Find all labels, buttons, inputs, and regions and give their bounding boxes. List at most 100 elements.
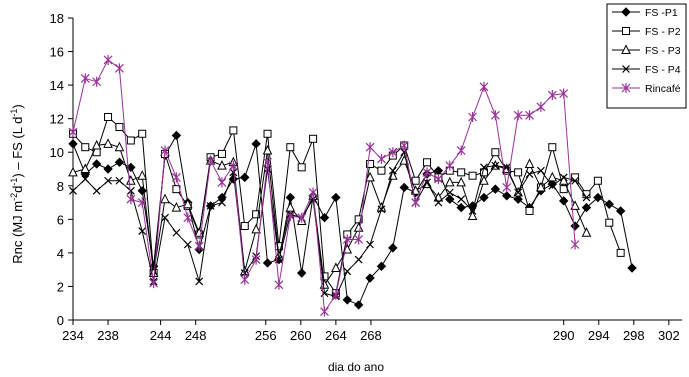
data-point <box>68 139 78 149</box>
data-point <box>126 136 135 145</box>
y-tick-label: 8 <box>57 179 64 194</box>
data-point <box>81 175 90 183</box>
data-point <box>126 175 136 185</box>
data-point <box>456 176 466 187</box>
data-point <box>68 166 78 177</box>
data-point <box>604 199 614 209</box>
data-point <box>92 186 101 195</box>
data-point <box>218 198 226 207</box>
data-point <box>183 240 192 249</box>
legend-label: Rincafé <box>645 83 681 95</box>
data-point <box>480 163 488 172</box>
data-point <box>468 171 477 180</box>
data-point <box>456 145 466 156</box>
data-point <box>570 239 580 250</box>
data-point <box>399 182 409 193</box>
data-point <box>547 171 558 182</box>
data-point <box>115 176 124 185</box>
data-point <box>400 148 409 157</box>
data-point <box>411 197 421 208</box>
legend-item: FS - P2 <box>612 26 681 38</box>
data-point <box>514 168 523 177</box>
data-point <box>274 279 284 290</box>
data-point <box>468 111 477 122</box>
data-point <box>115 123 124 132</box>
legend-marker <box>621 7 631 17</box>
y-tick-label: 0 <box>57 313 64 328</box>
data-point <box>240 274 250 285</box>
data-point <box>160 145 170 156</box>
data-point <box>206 155 215 166</box>
data-point <box>161 213 169 222</box>
data-point <box>331 192 341 203</box>
data-point <box>536 166 545 175</box>
data-point <box>263 165 272 173</box>
data-point <box>263 157 272 168</box>
data-point <box>137 170 148 180</box>
data-point <box>377 205 386 214</box>
data-point <box>445 160 455 171</box>
data-point <box>92 76 102 87</box>
data-point <box>376 261 387 272</box>
data-point <box>479 175 489 185</box>
x-tick-label: 294 <box>588 328 610 343</box>
data-point <box>354 234 364 245</box>
legend-label: FS - P3 <box>645 45 681 57</box>
data-point <box>605 218 614 227</box>
x-tick-label: 248 <box>185 328 207 343</box>
data-point <box>422 167 432 178</box>
data-point <box>433 174 443 185</box>
data-point <box>570 221 580 231</box>
data-point <box>423 158 432 167</box>
data-point <box>353 300 364 310</box>
data-point <box>570 200 580 210</box>
data-point <box>479 81 489 92</box>
data-point <box>171 201 182 212</box>
data-point <box>285 192 296 203</box>
data-point <box>444 176 455 187</box>
data-point <box>69 186 77 195</box>
x-tick-label: 238 <box>97 328 119 343</box>
data-point <box>91 159 102 169</box>
data-point <box>548 181 557 190</box>
x-tick-label: 260 <box>290 328 312 343</box>
legend: FS -P1 FS - P2 FS - P3 FS - P4 Rincafé <box>606 3 687 109</box>
data-point <box>377 166 386 175</box>
data-point <box>490 110 500 121</box>
data-point <box>114 157 125 167</box>
data-point <box>457 168 466 177</box>
legend-marker <box>621 83 631 93</box>
data-point <box>262 258 273 268</box>
data-point <box>536 101 546 112</box>
data-point <box>343 267 352 276</box>
data-point <box>388 147 398 158</box>
data-point <box>388 243 398 253</box>
legend-item: FS - P3 <box>612 44 681 57</box>
data-point <box>491 161 500 170</box>
data-point <box>366 159 375 168</box>
data-point <box>558 196 569 206</box>
y-tick-label: 10 <box>50 145 64 160</box>
legend-label: FS - P4 <box>645 64 681 76</box>
legend-item: FS - P4 <box>612 64 681 76</box>
data-point <box>490 184 501 194</box>
data-point <box>445 194 455 204</box>
x-tick-label: 298 <box>623 328 645 343</box>
data-point <box>342 234 352 245</box>
data-point <box>354 255 363 264</box>
data-point <box>479 192 489 203</box>
data-point <box>377 153 386 164</box>
data-point <box>172 228 181 237</box>
legend-box <box>606 3 687 109</box>
data-point <box>616 248 625 257</box>
data-point <box>137 186 147 196</box>
legend-label: FS -P1 <box>645 7 678 19</box>
y-tick-label: 2 <box>57 279 64 294</box>
data-point <box>582 193 591 202</box>
data-point <box>171 130 182 141</box>
data-point <box>558 175 569 185</box>
data-point <box>126 194 136 205</box>
y-tick-label: 18 <box>50 11 64 26</box>
data-point <box>559 173 568 182</box>
data-point <box>104 176 112 185</box>
